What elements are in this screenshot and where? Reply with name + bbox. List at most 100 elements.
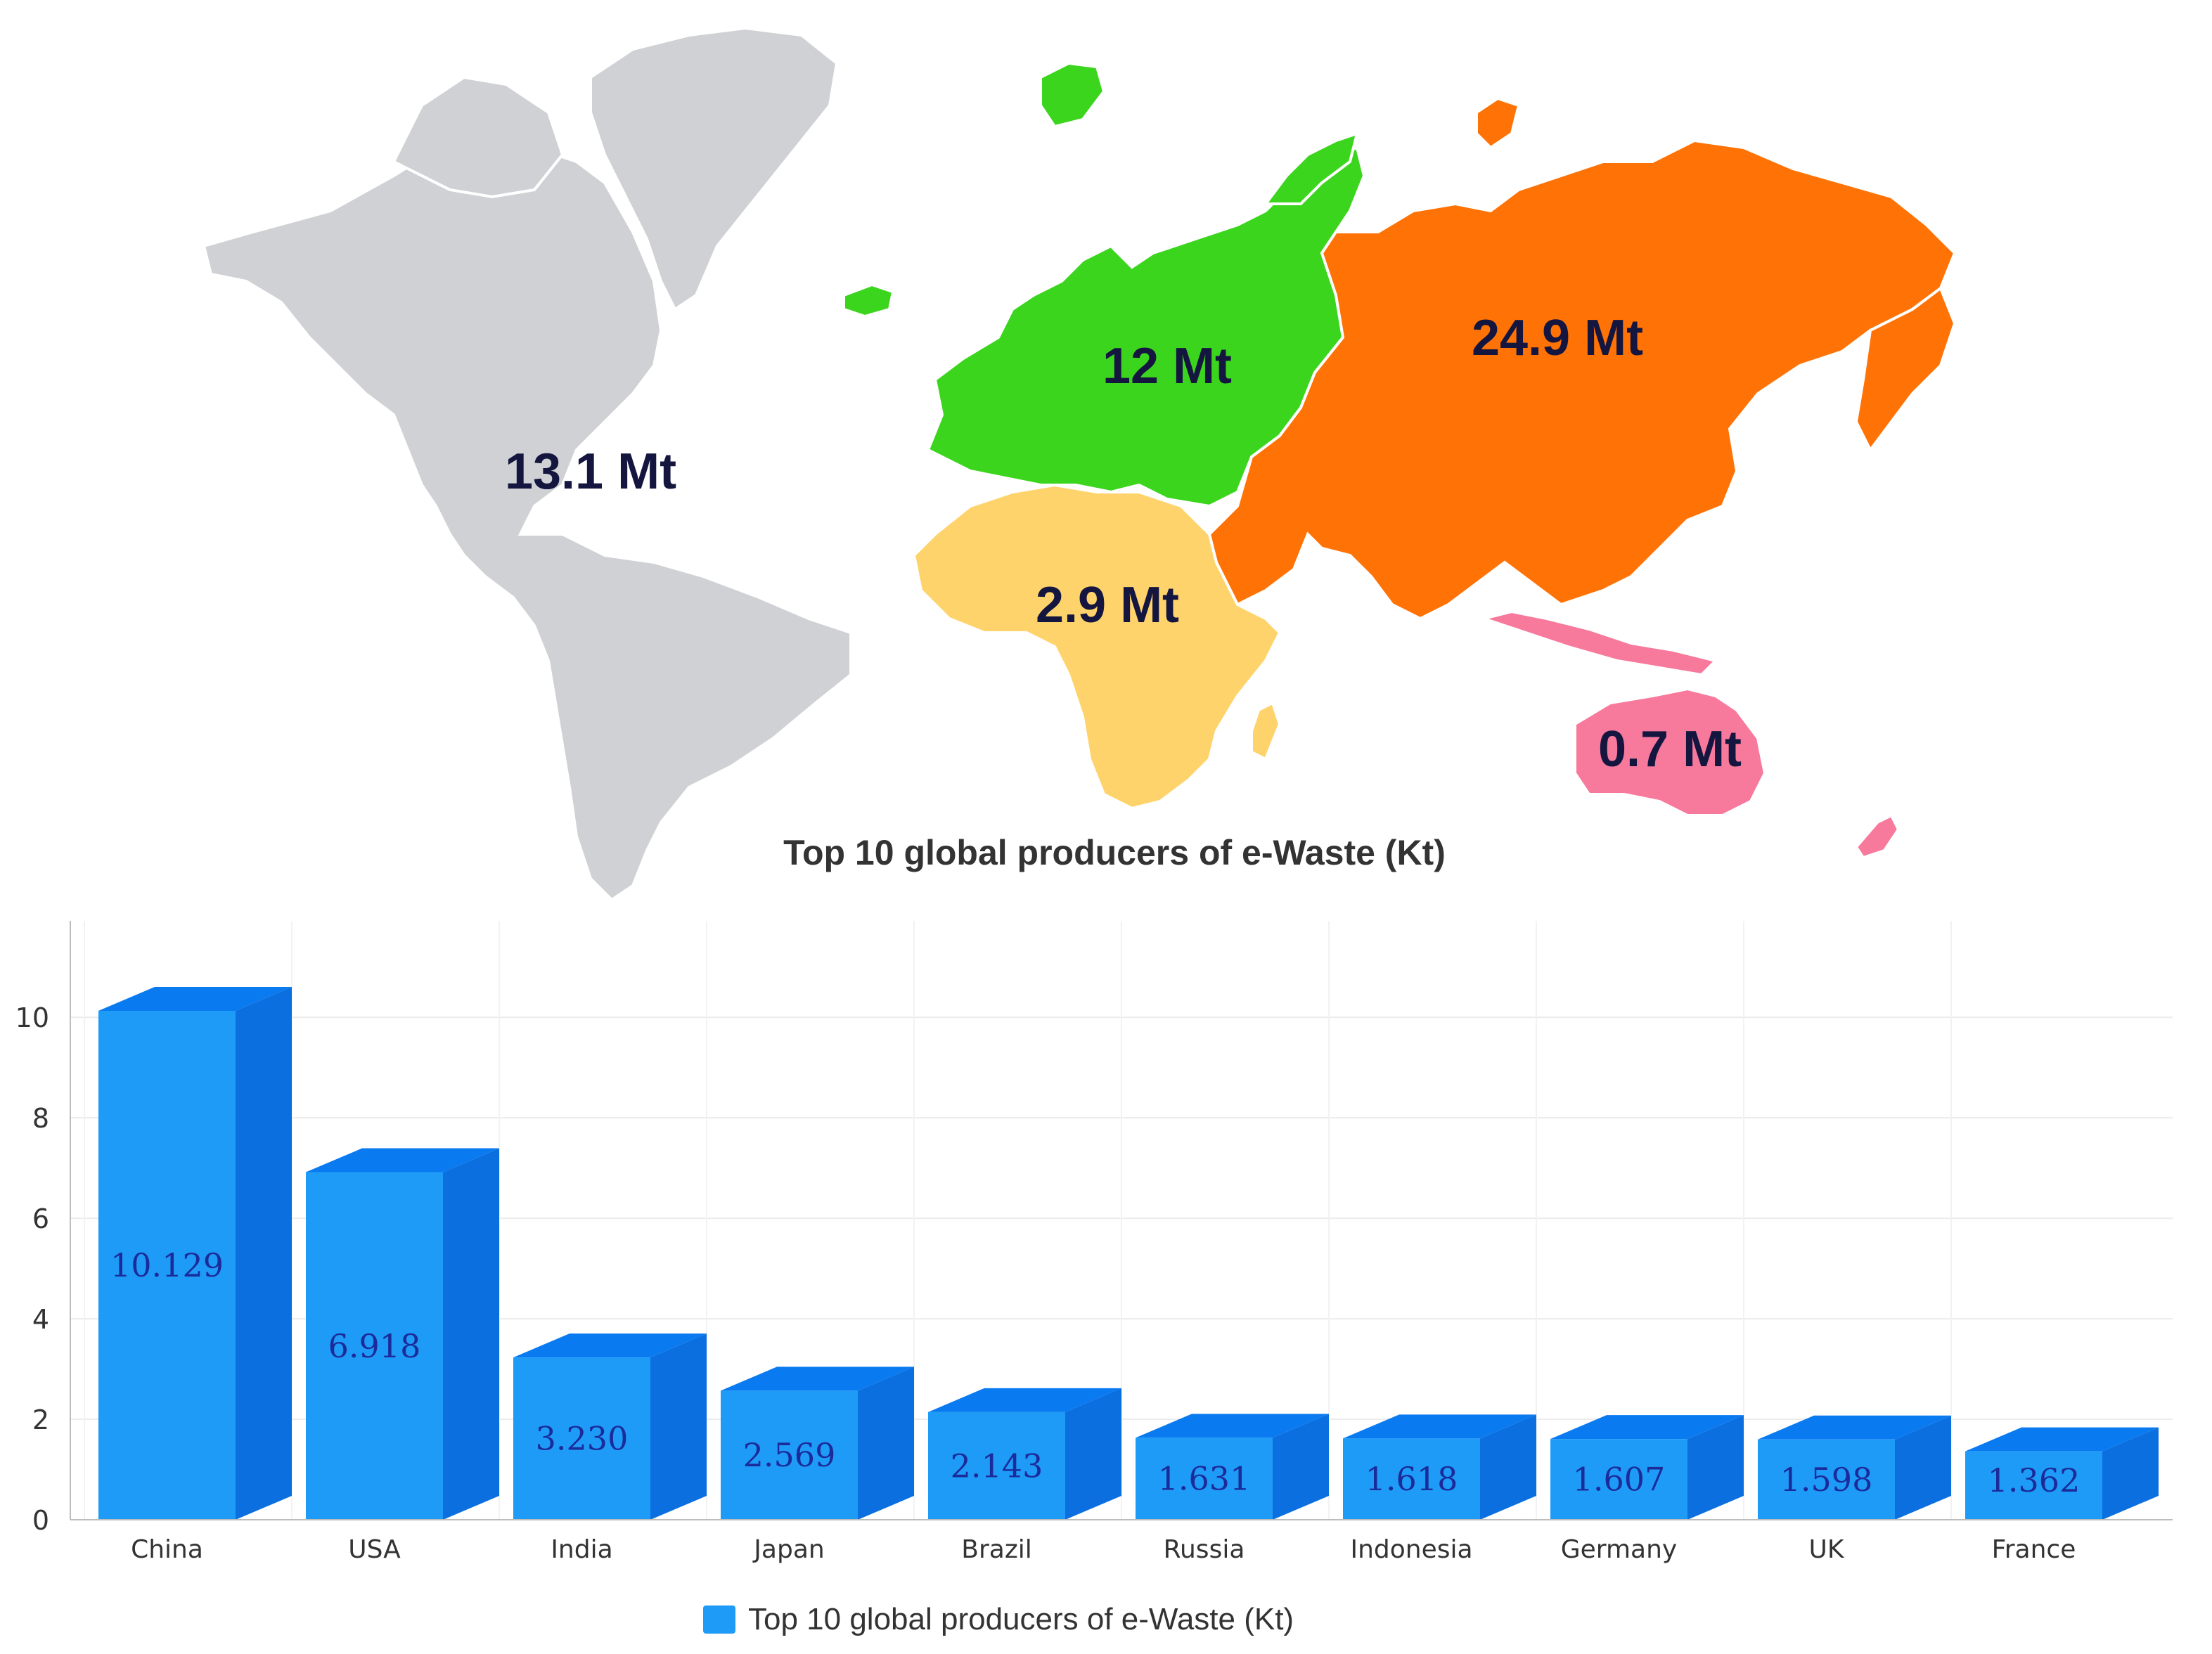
- region-label-europe: 12 Mt: [1102, 338, 1232, 394]
- x-tick-label: UK: [1809, 1535, 1845, 1564]
- bar-front: [1136, 1437, 1273, 1520]
- americas-shape: [202, 131, 852, 900]
- bar-top: [306, 1148, 499, 1172]
- bar-front: [1965, 1451, 2102, 1520]
- y-tick-label: 0: [32, 1505, 49, 1536]
- legend-label: Top 10 global producers of e-Waste (Kt): [748, 1602, 1294, 1636]
- new-zealand-shape: [1854, 813, 1901, 860]
- bar-germany[interactable]: 1.607: [1550, 1415, 1744, 1520]
- bar-usa[interactable]: 6.918: [306, 1148, 499, 1520]
- region-label-asia: 24.9 Mt: [1472, 310, 1643, 366]
- asia-shape: [1207, 138, 1957, 621]
- bar-value-label: 1.607: [1573, 1461, 1666, 1499]
- y-tick-label: 2: [32, 1404, 49, 1435]
- far-east-shape: [1854, 285, 1957, 453]
- bar-china[interactable]: 10.129: [98, 986, 292, 1520]
- bar-side: [1480, 1414, 1536, 1520]
- bar-front: [1550, 1439, 1687, 1520]
- bar-front: [1758, 1439, 1895, 1520]
- bar-side: [443, 1148, 499, 1520]
- bar-russia[interactable]: 1.631: [1136, 1414, 1329, 1520]
- x-tick-label: Indonesia: [1350, 1535, 1472, 1564]
- bar-value-label: 6.918: [328, 1327, 421, 1365]
- bar-top: [1550, 1415, 1744, 1440]
- svalbard-shape: [1039, 61, 1106, 129]
- bar-side: [1895, 1415, 1951, 1520]
- bar-top: [1136, 1414, 1329, 1438]
- y-axis: 0 2 4 6 8 10: [15, 921, 71, 1536]
- bar-france[interactable]: 1.362: [1965, 1427, 2159, 1520]
- bar-value-label: 1.631: [1158, 1460, 1251, 1498]
- y-tick-label: 10: [15, 1002, 49, 1033]
- legend[interactable]: Top 10 global producers of e-Waste (Kt): [703, 1602, 1294, 1636]
- bar-japan[interactable]: 2.569: [721, 1367, 914, 1520]
- legend-swatch: [703, 1605, 735, 1634]
- bar-value-label: 2.569: [743, 1436, 836, 1474]
- bar-top: [1758, 1415, 1951, 1440]
- bar-top: [928, 1388, 1121, 1412]
- bar-side: [1273, 1414, 1329, 1520]
- bar-front: [1343, 1438, 1480, 1520]
- region-africa: [912, 483, 1282, 810]
- x-tick-label: France: [1992, 1535, 2076, 1564]
- bar-brazil[interactable]: 2.143: [928, 1388, 1121, 1520]
- bar-side: [1687, 1415, 1744, 1520]
- bar-value-label: 1.362: [1988, 1461, 2081, 1499]
- bars: 10.129 6.918 3.230 2.569 2.143 1.631 1.618 1.60…: [98, 986, 2159, 1520]
- australia-shape: [1574, 687, 1767, 817]
- indonesia-shape: [1478, 609, 1718, 677]
- iceland-shape: [842, 283, 895, 318]
- bar-side: [236, 986, 292, 1520]
- y-tick-label: 6: [32, 1203, 49, 1234]
- x-tick-label: USA: [348, 1535, 401, 1564]
- region-label-africa: 2.9 Mt: [1036, 577, 1179, 633]
- world-map: 13.1 Mt 12 Mt 24.9 Mt 2.9 Mt 0.7 Mt Top …: [202, 26, 1957, 900]
- bar-uk[interactable]: 1.598: [1758, 1415, 1951, 1520]
- bar-value-label: 1.598: [1780, 1461, 1873, 1499]
- x-axis: China USA India Japan Brazil Russia Indonesia G…: [70, 1519, 2173, 1564]
- new-siberian-islands-shape: [1475, 96, 1521, 150]
- bar-front: [306, 1172, 443, 1520]
- region-oceania: [1478, 609, 1901, 860]
- bar-top: [1965, 1427, 2159, 1452]
- arctic-islands-shape: [392, 75, 565, 199]
- x-tick-label: Japan: [752, 1535, 824, 1564]
- bar-top: [1343, 1414, 1536, 1439]
- bar-top: [513, 1333, 707, 1358]
- y-tick-label: 4: [32, 1304, 49, 1335]
- bar-value-label: 3.230: [536, 1420, 629, 1458]
- madagascar-shape: [1250, 701, 1282, 761]
- bar-top: [721, 1367, 914, 1391]
- bar-value-label: 10.129: [110, 1246, 224, 1284]
- y-tick-label: 8: [32, 1103, 49, 1134]
- region-label-americas: 13.1 Mt: [505, 444, 676, 500]
- bar-side: [650, 1333, 707, 1520]
- bar-indonesia[interactable]: 1.618: [1343, 1414, 1536, 1520]
- x-tick-label: India: [551, 1535, 612, 1564]
- africa-shape: [912, 483, 1282, 810]
- bar-india[interactable]: 3.230: [513, 1333, 707, 1520]
- scandinavia-shape: [1263, 131, 1359, 205]
- region-europe: [842, 61, 1366, 508]
- x-tick-label: Russia: [1164, 1535, 1245, 1564]
- x-tick-label: China: [131, 1535, 203, 1564]
- chart-title: Top 10 global producers of e-Waste (Kt): [783, 833, 1446, 872]
- bar-top: [98, 986, 292, 1011]
- region-americas: [202, 26, 852, 900]
- region-asia: [1207, 96, 1957, 621]
- bar-value-label: 2.143: [951, 1447, 1043, 1485]
- x-tick-label: Germany: [1561, 1535, 1677, 1564]
- bar-front: [513, 1357, 650, 1520]
- greenland-shape: [589, 26, 839, 311]
- bar-side: [858, 1367, 914, 1520]
- europe-shape: [926, 146, 1366, 508]
- bar-front: [721, 1390, 858, 1520]
- bar-value-label: 1.618: [1365, 1460, 1458, 1498]
- bar-side: [1065, 1388, 1121, 1520]
- region-label-oceania: 0.7 Mt: [1598, 721, 1742, 777]
- bar-front: [98, 1010, 236, 1520]
- x-tick-label: Brazil: [961, 1535, 1031, 1564]
- bar-front: [928, 1411, 1065, 1520]
- bar-side: [2102, 1427, 2159, 1520]
